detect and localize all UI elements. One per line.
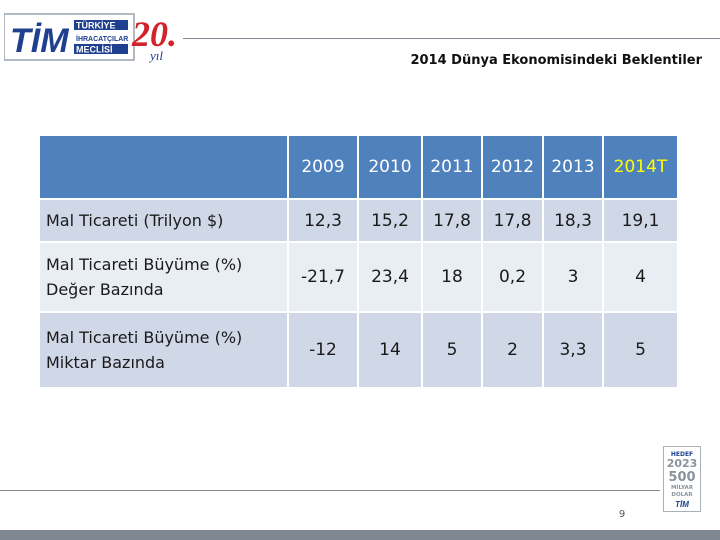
row-label-line1: Mal Ticareti Büyüme (%) [46, 255, 243, 274]
table-cell: 5 [423, 313, 481, 387]
table-cell: 2 [483, 313, 542, 387]
row-label-line1: Mal Ticareti Büyüme (%) [46, 328, 243, 347]
column-header: 2011 [423, 136, 481, 198]
row-label-line1: Mal Ticareti (Trilyon $) [46, 211, 224, 230]
page-number: 9 [618, 509, 626, 520]
badge-line2: 2023 [667, 457, 698, 470]
table-cell: -21,7 [289, 243, 357, 311]
badge-line4: MİLYAR [671, 484, 694, 491]
table-header-row: 2009 2010 2011 2012 2013 2014T [40, 136, 677, 198]
table-cell: 3,3 [544, 313, 602, 387]
badge-line1: HEDEF [671, 451, 693, 458]
row-label-line2: Değer Bazında [46, 280, 164, 299]
logo-anniversary-number: 20. [131, 14, 177, 54]
column-header-forecast: 2014T [604, 136, 677, 198]
table-cell: 12,3 [289, 200, 357, 241]
column-header: 2009 [289, 136, 357, 198]
badge-line5: DOLAR [671, 492, 693, 498]
column-header: 2010 [359, 136, 421, 198]
footer-divider [0, 490, 660, 491]
table-cell: 18,3 [544, 200, 602, 241]
footer-bar [0, 530, 720, 540]
table-cell: 14 [359, 313, 421, 387]
logo-line3: MECLİSİ [76, 45, 113, 55]
table-cell: -12 [289, 313, 357, 387]
header-divider [183, 38, 720, 39]
row-label: Mal Ticareti Büyüme (%) Miktar Bazında [40, 313, 287, 387]
logo-line1: TÜRKİYE [76, 21, 116, 31]
tim-logo: TİM TÜRKİYE İHRACATÇILAR MECLİSİ 20. yıl [4, 13, 177, 63]
row-label-line2: Miktar Bazında [46, 353, 165, 372]
column-header: 2013 [544, 136, 602, 198]
badge-line6: TİM [675, 500, 689, 509]
logo-brand: TİM [10, 22, 69, 60]
forecast-table: 2009 2010 2011 2012 2013 2014T Mal Ticar… [38, 134, 679, 389]
table-cell: 23,4 [359, 243, 421, 311]
badge-line3: 500 [668, 470, 695, 485]
hedef-2023-badge: HEDEF 2023 500 MİLYAR DOLAR TİM [663, 446, 701, 512]
table-cell-forecast: 4 [604, 243, 677, 311]
table-cell-forecast: 5 [604, 313, 677, 387]
table-cell: 17,8 [483, 200, 542, 241]
table-row: Mal Ticareti Büyüme (%) Değer Bazında -21… [40, 243, 677, 311]
row-label: Mal Ticareti (Trilyon $) [40, 200, 287, 241]
logo-anniversary-suffix: yıl [148, 48, 163, 63]
table-row: Mal Ticareti Büyüme (%) Miktar Bazında -1… [40, 313, 677, 387]
table-row: Mal Ticareti (Trilyon $) 12,3 15,2 17,8 … [40, 200, 677, 241]
row-label: Mal Ticareti Büyüme (%) Değer Bazında [40, 243, 287, 311]
slide-title: 2014 Dünya Ekonomisindeki Beklentiler [410, 53, 702, 68]
table-cell-forecast: 19,1 [604, 200, 677, 241]
table-cell: 3 [544, 243, 602, 311]
table-header-corner [40, 136, 287, 198]
table-cell: 15,2 [359, 200, 421, 241]
logo-line2: İHRACATÇILAR [76, 35, 128, 43]
table-cell: 18 [423, 243, 481, 311]
table-cell: 17,8 [423, 200, 481, 241]
table-cell: 0,2 [483, 243, 542, 311]
column-header: 2012 [483, 136, 542, 198]
